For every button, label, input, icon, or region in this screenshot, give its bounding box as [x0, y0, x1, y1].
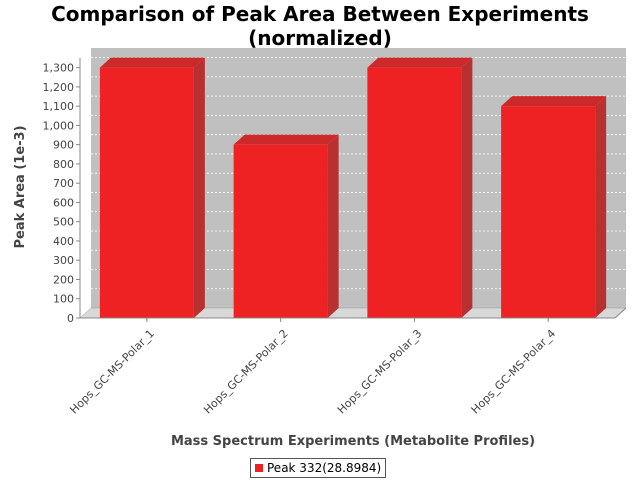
x-tick-label: Hops_GC-MS-Polar_4	[469, 327, 559, 417]
bar-top	[367, 57, 473, 68]
chart-title-line-1: Comparison of Peak Area Between Experime…	[51, 2, 589, 26]
x-tick-label: Hops_GC-MS-Polar_1	[67, 327, 157, 417]
bar-side	[595, 96, 607, 318]
y-tick-label: 0	[67, 312, 74, 325]
bar-side	[327, 134, 339, 318]
chart-title: Comparison of Peak Area Between Experime…	[0, 2, 640, 50]
y-tick-label: 900	[53, 139, 74, 152]
bar	[501, 106, 596, 318]
y-tick-label: 100	[53, 293, 74, 306]
y-tick-label: 1,300	[43, 62, 75, 75]
bar-top	[501, 96, 607, 107]
y-tick-label: 500	[53, 216, 74, 229]
y-axis-ticks: 0 100 200 300 400 500 600 700 800 900 1,000 1,100 1,…	[43, 62, 80, 325]
bar	[233, 144, 328, 318]
legend-swatch	[255, 464, 263, 472]
bars	[99, 57, 607, 318]
y-tick-label: 200	[53, 273, 74, 286]
x-axis-ticks: Hops_GC-MS-Polar_1 Hops_GC-MS-Polar_2 Hops…	[67, 318, 558, 416]
y-tick-label: 1,100	[43, 100, 75, 113]
y-axis-label: Peak Area (1e-3)	[13, 125, 28, 248]
y-tick-label: 800	[53, 158, 74, 171]
x-tick-label: Hops_GC-MS-Polar_3	[335, 327, 425, 417]
y-tick-label: 300	[53, 254, 74, 267]
axes	[79, 58, 627, 319]
legend: Peak 332(28.8984)	[250, 458, 387, 478]
bar-side	[193, 57, 205, 318]
x-axis-label: Mass Spectrum Experiments (Metabolite Pr…	[171, 434, 535, 449]
bar	[99, 67, 194, 318]
y-tick-label: 1,000	[43, 119, 75, 132]
bar	[367, 67, 462, 318]
y-tick-label: 1,200	[43, 81, 75, 94]
bar-side	[461, 57, 473, 318]
y-tick-label: 700	[53, 177, 74, 190]
floor-edge	[614, 307, 627, 319]
y-tick-label: 400	[53, 235, 74, 248]
x-tick-label: Hops_GC-MS-Polar_2	[201, 327, 291, 417]
bar-top	[99, 57, 205, 68]
legend-label: Peak 332(28.8984)	[267, 461, 382, 475]
chart-title-line-2: (normalized)	[248, 26, 392, 50]
bar-top	[233, 134, 339, 145]
y-tick-label: 600	[53, 196, 74, 209]
